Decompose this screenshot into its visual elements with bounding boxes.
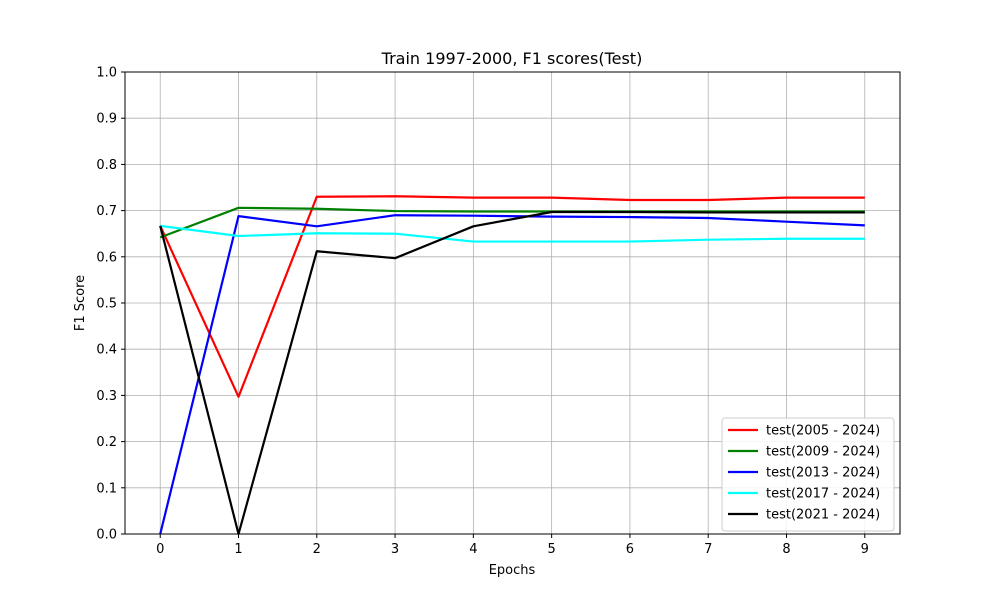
legend-label: test(2017 - 2024) bbox=[766, 487, 880, 502]
series-line bbox=[160, 224, 865, 243]
legend: test(2005 - 2024) test(2009 - 2024) test(2… bbox=[721, 417, 895, 532]
series-line bbox=[159, 214, 865, 535]
legend-label: test(2021 - 2024) bbox=[766, 508, 880, 523]
y-tick-label: 0.6 bbox=[96, 250, 117, 265]
y-tick-label: 0.3 bbox=[96, 389, 117, 404]
x-axis-ticks: 0 1 2 3 4 5 6 7 8 9 bbox=[156, 534, 869, 557]
chart-title: Train 1997-2000, F1 scores(Test) bbox=[381, 49, 643, 68]
series-line bbox=[159, 195, 865, 398]
y-tick-label: 0.5 bbox=[96, 297, 117, 312]
x-tick-label: 6 bbox=[626, 542, 634, 557]
y-tick-label: 0.7 bbox=[96, 204, 117, 219]
legend-label: test(2005 - 2024) bbox=[766, 424, 880, 439]
x-tick-label: 4 bbox=[469, 542, 477, 557]
x-tick-label: 5 bbox=[548, 542, 556, 557]
legend-label: test(2009 - 2024) bbox=[766, 445, 880, 460]
y-axis-label: F1 Score bbox=[73, 275, 88, 331]
x-axis-label: Epochs bbox=[489, 563, 536, 578]
x-tick-label: 2 bbox=[313, 542, 321, 557]
x-tick-label: 1 bbox=[234, 542, 242, 557]
series-lines bbox=[159, 195, 865, 536]
legend-box bbox=[721, 417, 895, 532]
x-tick-label: 9 bbox=[861, 542, 869, 557]
x-tick-label: 7 bbox=[704, 542, 712, 557]
y-tick-label: 0.9 bbox=[96, 112, 117, 127]
y-tick-label: 0.1 bbox=[96, 481, 117, 496]
x-tick-label: 3 bbox=[391, 542, 399, 557]
y-tick-label: 0.2 bbox=[96, 435, 117, 450]
y-axis-ticks: 0.0 0.1 0.2 0.3 0.4 0.5 0.6 0.7 0.8 0.9 1.0 bbox=[96, 66, 125, 543]
legend-label: test(2013 - 2024) bbox=[766, 466, 880, 481]
y-tick-label: 0.8 bbox=[96, 158, 117, 173]
y-tick-label: 0.4 bbox=[96, 343, 117, 358]
plot-frame bbox=[124, 71, 901, 535]
x-tick-label: 8 bbox=[782, 542, 790, 557]
y-tick-label: 1.0 bbox=[96, 66, 117, 81]
x-tick-label: 0 bbox=[156, 542, 164, 557]
series-line bbox=[159, 210, 865, 536]
y-tick-label: 0.0 bbox=[96, 528, 117, 543]
